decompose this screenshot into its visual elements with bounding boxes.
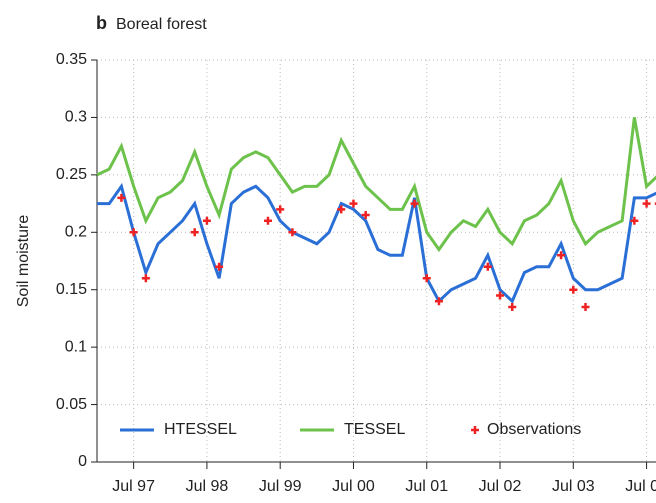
observation-marker (496, 291, 505, 300)
observation-marker (581, 302, 590, 311)
observation-marker (422, 274, 431, 283)
y-tick-label: 0.2 (65, 224, 87, 241)
y-tick-label: 0.3 (65, 109, 87, 126)
chart-title: Boreal forest (116, 16, 207, 33)
y-tick-label: 0 (78, 453, 87, 470)
observation-marker (630, 216, 639, 225)
x-tick-label: Jul 97 (112, 478, 155, 495)
observation-marker (263, 216, 272, 225)
x-tick-label: Jul 04 (625, 478, 656, 495)
y-tick-label: 0.35 (56, 51, 87, 68)
observation-marker (434, 297, 443, 306)
x-tick-label: Jul 02 (479, 478, 522, 495)
observation-marker (361, 211, 370, 220)
observation-marker (410, 199, 419, 208)
observation-marker (642, 199, 651, 208)
x-tick-label: Jul 99 (259, 478, 302, 495)
series-line (96, 117, 656, 253)
observation-marker (483, 262, 492, 271)
legend-label: TESSEL (344, 421, 405, 438)
panel-label: b (96, 13, 107, 33)
observation-marker (190, 228, 199, 237)
y-tick-label: 0.1 (65, 338, 87, 355)
y-axis-label: Soil moisture (15, 215, 32, 308)
y-tick-label: 0.15 (56, 281, 87, 298)
observation-marker (215, 262, 224, 271)
observation-marker (557, 251, 566, 260)
observation-marker (569, 285, 578, 294)
observation-marker (141, 274, 150, 283)
y-tick-label: 0.25 (56, 166, 87, 183)
observation-marker (117, 193, 126, 202)
observation-marker (337, 205, 346, 214)
legend-label: HTESSEL (164, 421, 237, 438)
x-tick-label: Jul 00 (332, 478, 375, 495)
observation-marker (288, 228, 297, 237)
observation-marker (508, 302, 517, 311)
legend-label: Observations (487, 421, 581, 438)
observation-marker (349, 199, 358, 208)
observation-marker (202, 216, 211, 225)
observation-marker (129, 228, 138, 237)
observation-marker (276, 205, 285, 214)
x-tick-label: Jul 01 (405, 478, 448, 495)
x-tick-label: Jul 98 (186, 478, 229, 495)
x-tick-label: Jul 03 (552, 478, 595, 495)
series-line (97, 182, 656, 304)
y-tick-label: 0.05 (56, 396, 87, 413)
legend-swatch (471, 426, 479, 434)
